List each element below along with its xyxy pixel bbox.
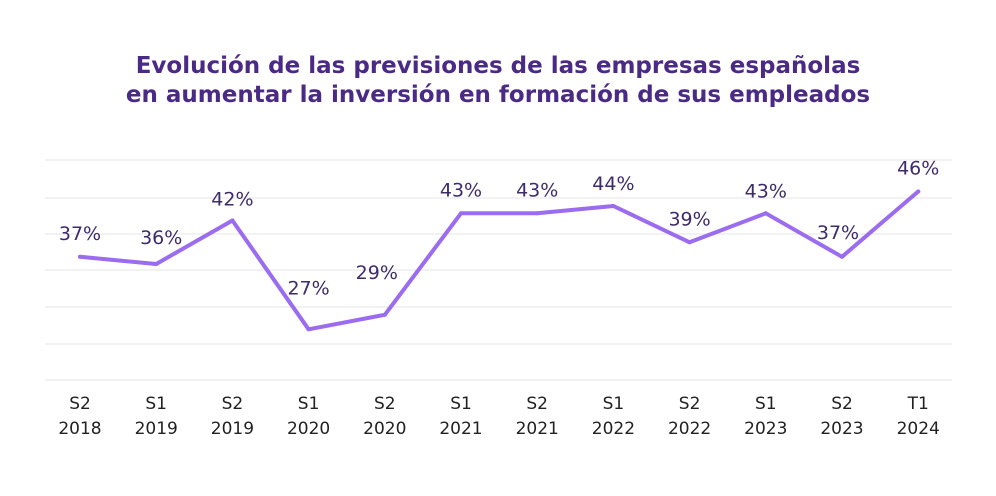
x-tick-label-11-line-2: 2024 bbox=[897, 419, 940, 439]
x-tick-label-7-line-2: 2022 bbox=[592, 419, 635, 439]
data-point-7 bbox=[611, 204, 616, 208]
chart-title-line-2: en aumentar la inversión en formación de… bbox=[125, 82, 871, 108]
x-tick-label-5-line-2: 2021 bbox=[439, 419, 482, 439]
x-tick-label-8-line-1: S2 bbox=[679, 394, 701, 414]
x-tick-label-11-line-1: T1 bbox=[907, 394, 929, 414]
data-point-4 bbox=[382, 312, 387, 317]
x-tick-label-8-line-2: 2022 bbox=[668, 419, 711, 439]
data-label-9: 43% bbox=[745, 180, 787, 202]
data-point-9 bbox=[763, 211, 768, 216]
data-point-8 bbox=[687, 240, 692, 245]
x-tick-label-1-line-2: 2019 bbox=[135, 419, 178, 439]
x-tick-label-10-line-1: S2 bbox=[831, 394, 853, 414]
x-tick-label-7-line-1: S1 bbox=[603, 394, 625, 414]
data-label-6: 43% bbox=[516, 179, 558, 201]
series-line bbox=[78, 189, 921, 332]
data-label-3: 27% bbox=[287, 277, 329, 299]
x-tick-label-9-line-2: 2023 bbox=[744, 419, 787, 439]
data-point-0 bbox=[78, 254, 82, 259]
x-tick-label-2-line-1: S2 bbox=[222, 394, 244, 414]
x-tick-label-6-line-2: 2021 bbox=[516, 419, 559, 439]
x-tick-label-9-line-1: S1 bbox=[755, 394, 777, 414]
data-label-10: 37% bbox=[817, 222, 859, 244]
x-tick-label-4-line-1: S2 bbox=[374, 394, 396, 414]
data-label-7: 44% bbox=[592, 173, 634, 195]
data-point-5 bbox=[459, 211, 463, 216]
x-tick-label-2-line-2: 2019 bbox=[211, 419, 254, 439]
x-tick-label-0-line-1: S2 bbox=[69, 394, 91, 414]
x-tick-label-4-line-2: 2020 bbox=[363, 419, 406, 439]
data-point-2 bbox=[230, 218, 235, 223]
x-tick-label-5-line-1: S1 bbox=[450, 394, 472, 414]
data-point-11 bbox=[916, 189, 921, 194]
data-point-3 bbox=[306, 327, 311, 332]
data-label-2: 42% bbox=[211, 189, 253, 211]
x-tick-label-0-line-2: 2018 bbox=[58, 419, 101, 439]
x-tick-label-6-line-1: S2 bbox=[526, 394, 548, 414]
data-point-10 bbox=[840, 254, 844, 259]
x-tick-label-3-line-2: 2020 bbox=[287, 419, 330, 439]
chart-title: Evolución de las previsiones de las empr… bbox=[0, 52, 996, 110]
data-label-11: 46% bbox=[897, 158, 939, 180]
data-label-4: 29% bbox=[356, 262, 398, 284]
data-point-6 bbox=[535, 211, 540, 216]
data-label-8: 39% bbox=[668, 208, 710, 230]
x-tick-label-3-line-1: S1 bbox=[298, 394, 320, 414]
x-tick-label-1-line-1: S1 bbox=[145, 394, 167, 414]
data-label-0: 37% bbox=[59, 223, 101, 245]
grid bbox=[45, 159, 952, 381]
x-tick-label-10-line-2: 2023 bbox=[820, 419, 863, 439]
data-label-1: 36% bbox=[140, 227, 182, 249]
chart-title-line-1: Evolución de las previsiones de las empr… bbox=[135, 53, 861, 79]
data-point-1 bbox=[154, 262, 159, 266]
data-label-5: 43% bbox=[440, 179, 482, 201]
